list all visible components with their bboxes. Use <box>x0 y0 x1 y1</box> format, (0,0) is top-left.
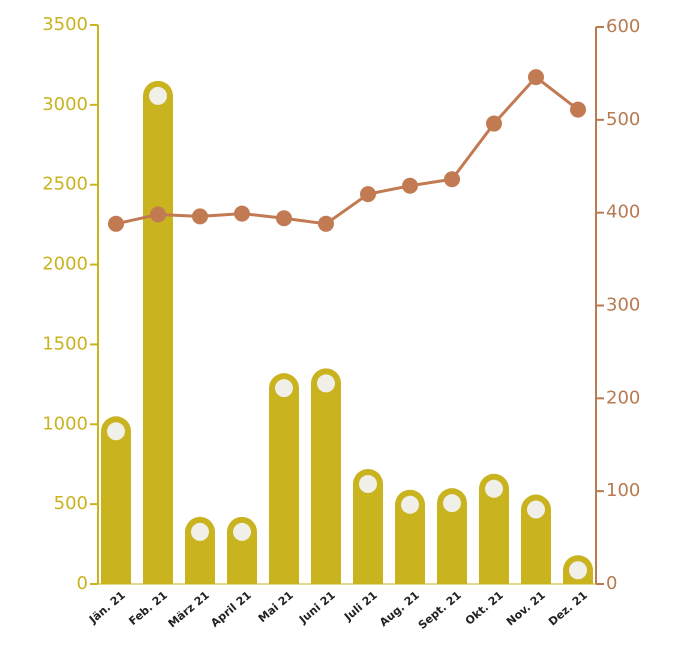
y2-tick-label: 600 <box>606 16 640 37</box>
y-tick-label: 1000 <box>42 413 88 434</box>
bar <box>269 373 299 584</box>
y-tick-label: 1500 <box>42 333 88 354</box>
y2-tick-label: 200 <box>606 387 640 408</box>
bar <box>353 469 383 584</box>
line-point <box>486 115 502 132</box>
y-tick-label: 0 <box>77 573 88 594</box>
bar-marker <box>233 522 251 541</box>
x-tick-label: Dez. 21 <box>546 589 590 629</box>
x-tick-label: Sept. 21 <box>416 589 464 632</box>
bar-marker <box>359 475 377 494</box>
x-tick-label: April 21 <box>208 589 254 630</box>
line-point <box>192 208 208 225</box>
x-tick-label: Nov. 21 <box>504 589 548 629</box>
y-tick-label: 2500 <box>42 174 88 195</box>
y2-tick-label: 100 <box>606 480 640 501</box>
line <box>115 75 579 226</box>
bar-marker <box>527 500 545 519</box>
bar-marker <box>485 479 503 498</box>
x-tick-label: Okt. 21 <box>463 589 506 628</box>
x-tick-label: Mai 21 <box>256 589 296 625</box>
line-point <box>318 215 334 232</box>
y2-tick-label: 400 <box>606 202 640 223</box>
y-tick-label: 3500 <box>42 14 88 35</box>
line-point <box>570 101 586 118</box>
x-tick-label: Juli 21 <box>341 589 380 624</box>
line-point <box>150 206 166 223</box>
line-point <box>360 186 376 203</box>
line-point <box>444 171 460 188</box>
bar <box>311 368 341 584</box>
x-tick-label: Juni 21 <box>296 589 338 627</box>
x-tick-label: Feb. 21 <box>126 589 169 628</box>
y-tick-label: 2000 <box>42 254 88 275</box>
bar-marker <box>149 86 167 105</box>
bar-marker <box>317 374 335 393</box>
bar <box>479 473 509 584</box>
bar <box>143 80 173 584</box>
bar-marker <box>191 522 209 541</box>
bar <box>101 416 131 584</box>
bar <box>437 488 467 584</box>
y-tick-label: 3000 <box>42 94 88 115</box>
x-tick-label: Jän. 21 <box>86 589 128 627</box>
line-point <box>276 210 292 227</box>
bar-marker <box>569 561 587 580</box>
bar-marker <box>107 422 125 441</box>
bar <box>395 489 425 584</box>
bar-marker <box>401 495 419 514</box>
x-tick-label: Aug. 21 <box>377 589 422 630</box>
bar-marker <box>275 379 293 398</box>
line-point <box>108 215 124 232</box>
y2-tick-label: 500 <box>606 109 640 130</box>
line-point <box>234 205 250 222</box>
y2-tick-label: 300 <box>606 295 640 316</box>
x-tick-label: März 21 <box>166 589 212 631</box>
line-point <box>402 177 418 194</box>
y-tick-label: 500 <box>54 493 88 514</box>
bar <box>521 494 551 584</box>
bar-marker <box>443 494 461 513</box>
line-point <box>528 69 544 86</box>
y2-tick-label: 0 <box>606 573 617 594</box>
